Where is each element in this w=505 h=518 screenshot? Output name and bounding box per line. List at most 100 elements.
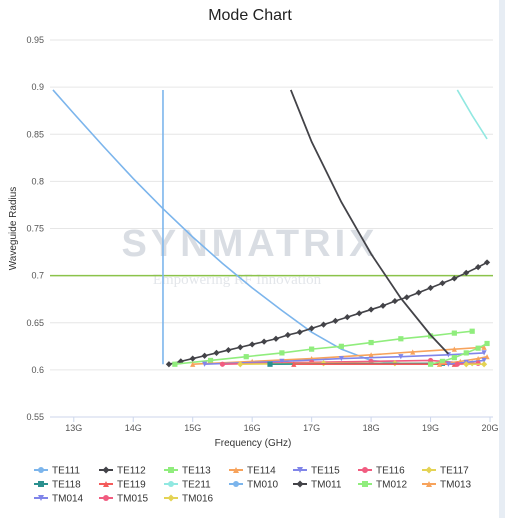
data-point — [177, 358, 184, 365]
series-te211 — [456, 89, 488, 140]
x-tick-label: 17G — [303, 423, 320, 433]
legend-label: TE111 — [52, 466, 80, 477]
data-point — [475, 264, 482, 271]
data-point — [309, 346, 315, 352]
legend-item-te113[interactable]: TE113 — [164, 466, 211, 477]
legend-item-te114[interactable]: TE114 — [229, 466, 276, 477]
legend-item-te115[interactable]: TE115 — [293, 466, 340, 477]
data-point — [427, 284, 434, 291]
data-point — [368, 352, 374, 358]
data-point — [427, 361, 434, 367]
y-tick-label: 0.8 — [31, 176, 44, 186]
data-point — [279, 358, 285, 364]
data-point — [484, 340, 490, 347]
series-line — [52, 89, 401, 365]
data-point — [233, 467, 239, 473]
data-point — [475, 345, 481, 351]
data-point — [481, 350, 487, 356]
data-point — [189, 355, 196, 362]
data-point — [165, 361, 173, 368]
legend-item-te116[interactable]: TE116 — [358, 466, 405, 477]
data-point — [213, 349, 220, 357]
data-point — [260, 338, 268, 345]
x-tick-label: 15G — [184, 423, 201, 433]
data-point — [480, 361, 488, 368]
data-point — [219, 361, 226, 367]
data-point — [451, 275, 458, 282]
legend-label: TM013 — [440, 480, 472, 491]
data-point — [291, 361, 297, 367]
legend-item-tm010[interactable]: TM010 — [229, 480, 279, 491]
legend-item-te118[interactable]: TE118 — [34, 480, 81, 491]
data-point — [102, 466, 110, 474]
data-point — [167, 494, 175, 502]
data-point — [103, 495, 109, 501]
x-tick-label: 16G — [244, 423, 261, 433]
data-point — [368, 339, 374, 346]
data-point — [481, 357, 487, 364]
data-point — [338, 355, 344, 362]
data-point — [338, 343, 344, 349]
series-line — [168, 261, 488, 365]
y-tick-label: 0.85 — [26, 129, 44, 139]
data-point — [38, 481, 44, 487]
data-point — [332, 317, 339, 324]
data-point — [398, 336, 404, 342]
data-point — [297, 467, 303, 473]
data-point — [463, 350, 469, 356]
data-point — [454, 361, 460, 367]
data-point — [368, 306, 375, 313]
legend-item-te112[interactable]: TE112 — [99, 466, 146, 477]
legend-item-te119[interactable]: TE119 — [99, 480, 146, 491]
data-point — [463, 361, 470, 368]
legend-item-tm014[interactable]: TM014 — [34, 494, 84, 505]
data-point — [356, 310, 363, 317]
y-tick-label: 0.65 — [26, 318, 44, 328]
series-tm016 — [463, 361, 488, 368]
x-tick-label: 13G — [65, 423, 82, 433]
data-point — [233, 481, 239, 487]
series-line — [456, 89, 488, 140]
data-point — [38, 467, 44, 473]
legend-label: TE115 — [311, 466, 340, 477]
legend-label: TM015 — [117, 494, 149, 505]
data-point — [38, 495, 44, 501]
watermark: SYNMATRIX Empowering RF Innovation — [122, 223, 375, 288]
data-point — [469, 328, 475, 334]
legend-item-tm015[interactable]: TM015 — [99, 494, 149, 505]
data-point — [267, 361, 273, 367]
data-point — [481, 344, 487, 350]
legend-item-te211[interactable]: TE211 — [164, 480, 211, 491]
legend-item-tm012[interactable]: TM012 — [358, 480, 408, 491]
legend-label: TM016 — [182, 494, 214, 505]
legend-label: TE112 — [117, 466, 146, 477]
legend-label: TM010 — [247, 480, 279, 491]
data-point — [190, 361, 196, 367]
data-point — [475, 355, 481, 362]
legend-label: TE118 — [52, 480, 81, 491]
data-point — [308, 325, 315, 332]
legend-label: TE116 — [376, 466, 405, 477]
data-point — [463, 269, 470, 276]
scrollbar-track[interactable] — [499, 0, 505, 518]
legend-item-tm013[interactable]: TM013 — [422, 480, 472, 491]
legend-item-te117[interactable]: TE117 — [422, 466, 469, 477]
data-point — [439, 358, 446, 364]
data-point — [201, 352, 208, 359]
legend-item-te111[interactable]: TE111 — [34, 466, 80, 477]
legend-label: TE211 — [182, 480, 211, 491]
legend-item-tm011[interactable]: TM011 — [293, 480, 342, 491]
data-point — [436, 361, 443, 367]
legend-label: TE113 — [182, 466, 211, 477]
legend: TE111 TE112 TE113 TE114 TE115 TE116 TE117 TE118… — [34, 466, 472, 505]
data-point — [391, 297, 398, 305]
data-point — [362, 481, 368, 487]
chart-title: Mode Chart — [208, 7, 292, 24]
legend-label: TE119 — [117, 480, 146, 491]
data-point — [237, 361, 244, 368]
legend-item-tm016[interactable]: TM016 — [164, 494, 214, 505]
legend-label: TE114 — [247, 466, 276, 477]
legend-label: TM012 — [376, 480, 408, 491]
